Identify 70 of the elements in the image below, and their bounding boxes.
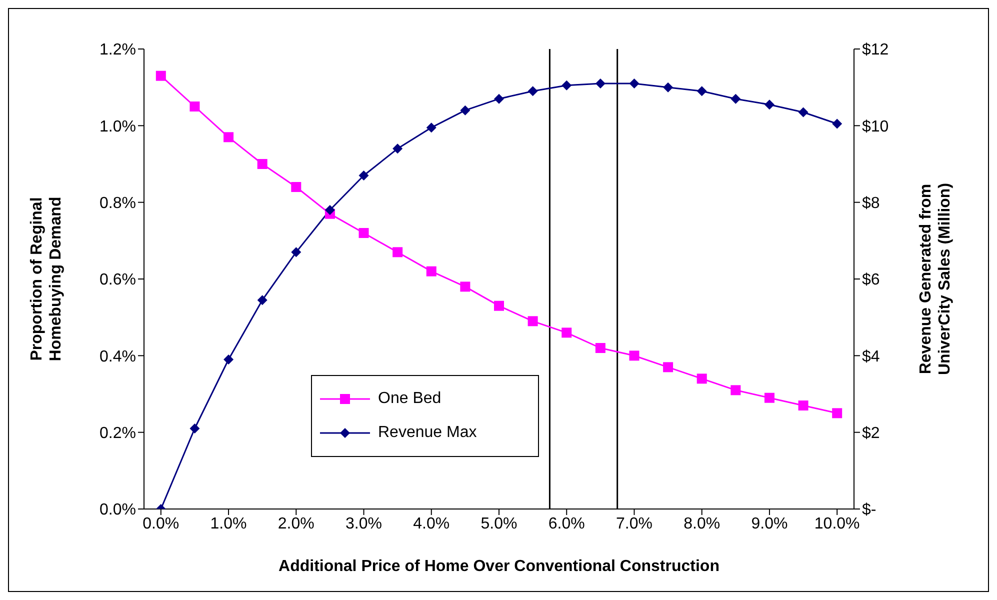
x-tick-label: 4.0% bbox=[413, 515, 450, 532]
point bbox=[663, 362, 674, 372]
x-tick-label: 10.0% bbox=[814, 515, 860, 532]
y2-tick-label: $8 bbox=[862, 195, 880, 212]
point bbox=[528, 86, 538, 96]
y-tick-label: 0.8% bbox=[100, 195, 136, 212]
x-tick-label: 1.0% bbox=[210, 515, 247, 532]
point bbox=[460, 282, 470, 292]
legend-label: One Bed bbox=[378, 389, 442, 409]
point bbox=[224, 132, 234, 142]
point bbox=[392, 247, 403, 258]
point bbox=[190, 424, 200, 434]
y-axis-title: Proportion of Reginal Homebuying Demand bbox=[28, 196, 64, 362]
x-tick-label: 0.0% bbox=[142, 515, 180, 532]
x-axis-title: Additional Price of Home Over Conventional Construction bbox=[278, 558, 720, 575]
y-tick-label: 1.2% bbox=[100, 42, 136, 59]
point bbox=[392, 144, 403, 154]
point bbox=[832, 408, 842, 418]
y-tick-label: 0.4% bbox=[100, 348, 136, 366]
point bbox=[426, 122, 436, 133]
point bbox=[358, 228, 369, 238]
x-tick-label: 3.0% bbox=[346, 515, 382, 532]
y2-tick-label: $6 bbox=[862, 272, 880, 289]
point bbox=[562, 80, 572, 90]
point bbox=[730, 94, 741, 104]
point bbox=[696, 374, 707, 384]
y2-tick-label: $- bbox=[862, 502, 876, 519]
point bbox=[562, 328, 572, 338]
point bbox=[595, 343, 606, 353]
x-tick-label: 5.0% bbox=[480, 515, 518, 532]
point bbox=[764, 392, 774, 403]
point bbox=[663, 82, 674, 92]
x-tick-label: 2.0% bbox=[278, 515, 314, 532]
point bbox=[629, 350, 640, 361]
point bbox=[494, 94, 504, 104]
point bbox=[156, 70, 166, 81]
point bbox=[832, 118, 842, 129]
point bbox=[224, 354, 234, 364]
point bbox=[257, 159, 268, 169]
y-tick-label: 1.0% bbox=[100, 118, 136, 136]
point bbox=[190, 102, 200, 112]
point bbox=[595, 78, 606, 88]
point bbox=[629, 78, 640, 88]
y2-tick-label: $12 bbox=[862, 42, 889, 59]
legend-label: Revenue Max bbox=[378, 423, 477, 443]
point bbox=[426, 266, 436, 276]
x-tick-label: 9.0% bbox=[751, 515, 788, 532]
y-tick-label: 0.0% bbox=[100, 502, 136, 519]
x-tick-label: 8.0% bbox=[684, 515, 720, 532]
x-tick-label: 7.0% bbox=[616, 515, 652, 532]
point bbox=[528, 316, 538, 326]
point bbox=[324, 205, 335, 215]
y2-tick-label: $10 bbox=[862, 118, 889, 136]
point bbox=[358, 170, 369, 180]
point bbox=[764, 100, 774, 110]
point bbox=[291, 247, 302, 258]
point bbox=[494, 300, 504, 311]
point bbox=[460, 105, 470, 116]
point bbox=[798, 107, 808, 118]
y-tick-label: 0.6% bbox=[100, 272, 136, 289]
point bbox=[291, 182, 302, 192]
y2-tick-label: $4 bbox=[862, 348, 880, 366]
point bbox=[696, 86, 707, 96]
y2-tick-label: $2 bbox=[862, 425, 880, 442]
x-tick-label: 6.0% bbox=[548, 515, 585, 532]
point bbox=[730, 385, 741, 396]
point bbox=[257, 295, 268, 306]
y-tick-label: 0.2% bbox=[100, 425, 136, 442]
y2-axis-title: Revenue Generated from UniverCity Sales (Million) bbox=[918, 182, 954, 376]
point bbox=[798, 400, 808, 410]
